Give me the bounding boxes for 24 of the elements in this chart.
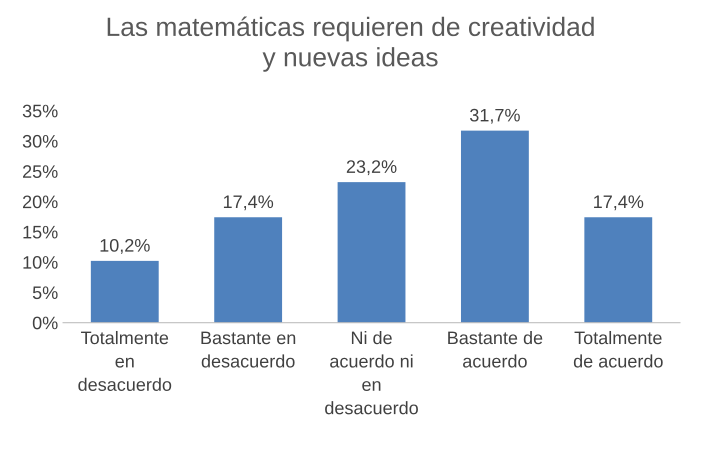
y-tick-label: 0% [32,316,58,330]
x-tick-label: Totalmente de acuerdo [574,330,663,368]
data-label: 31,7% [470,108,520,124]
x-tick-label: Totalmente en desacuerdo [78,330,172,391]
y-tick-label: 20% [23,195,58,208]
x-tick-label: Bastante en desacuerdo [201,332,296,368]
data-label: 23,2% [346,160,396,176]
y-tick-label: 35% [22,104,58,118]
bar [584,217,652,323]
chart-title: Las matemáticas requieren de creatividad y nuevas ideas [108,16,594,72]
y-tick-label: 15% [23,226,58,239]
y-tick-label: 5% [32,286,58,300]
x-tick-label: Ni de acuerdo ni en desacuerdo [325,330,418,414]
bar [214,217,282,323]
bar [90,260,159,323]
x-tick-label: Bastante de acuerdo [448,330,542,368]
y-tick-label: 10% [23,256,58,269]
bar [338,182,406,323]
data-label: 10,2% [100,238,150,254]
y-tick-label: 30% [22,134,58,148]
data-label: 17,4% [594,195,644,210]
y-tick-label: 25% [23,165,58,178]
bar [460,130,529,323]
data-label: 17,4% [224,195,274,210]
